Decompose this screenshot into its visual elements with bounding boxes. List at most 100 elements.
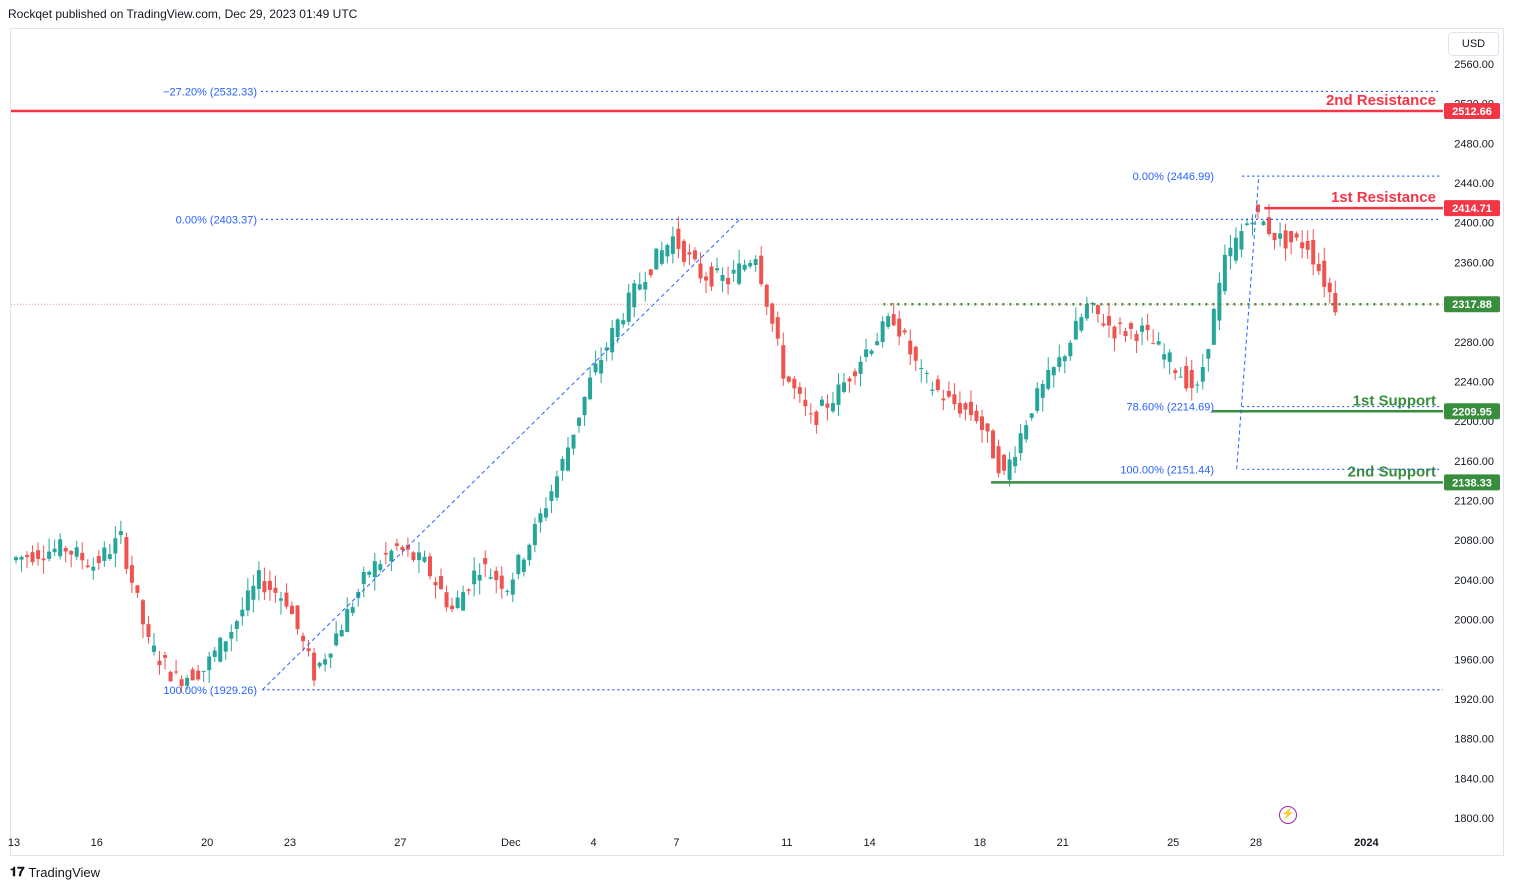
candle-up <box>715 268 720 271</box>
candle-up <box>1024 425 1029 440</box>
candle-up <box>1206 349 1211 359</box>
candle-up <box>599 359 604 374</box>
candle-down <box>1267 217 1272 234</box>
x-tick-label: 7 <box>673 837 679 849</box>
candle-down <box>1289 231 1294 243</box>
candle-down <box>290 605 294 615</box>
candle-up <box>218 637 223 662</box>
candle-up <box>566 447 570 471</box>
candle-down <box>411 552 416 560</box>
candle-up <box>1167 352 1172 362</box>
x-tick-label: 21 <box>1057 837 1069 849</box>
candle-down <box>704 276 708 281</box>
candle-down <box>963 403 968 410</box>
candle-down <box>124 537 129 569</box>
price-tag-label: 2512.66 <box>1452 106 1492 118</box>
candle-up <box>245 590 250 611</box>
candle-down <box>146 624 151 637</box>
y-tick-label: 2280.00 <box>1454 337 1494 349</box>
candle-up <box>52 548 57 553</box>
candle-down <box>676 228 681 249</box>
candle-down <box>444 592 449 608</box>
candle-up <box>1195 384 1200 386</box>
candle-up <box>102 547 107 561</box>
candle-up <box>367 571 372 575</box>
candle-up <box>737 263 742 284</box>
candle-up <box>593 363 598 373</box>
candle-down <box>405 544 410 550</box>
candle-down <box>129 565 134 583</box>
candle-down <box>781 345 786 379</box>
candle-up <box>91 566 96 571</box>
candle-down <box>687 252 692 255</box>
candle-up <box>278 598 283 601</box>
y-tick-label: 2040.00 <box>1454 575 1494 587</box>
candle-down <box>25 555 30 558</box>
candle-up <box>1278 233 1283 239</box>
tradingview-logo-icon: 𝟏𝟕 <box>10 864 25 879</box>
candle-up <box>505 590 510 592</box>
candle-down <box>759 255 764 285</box>
candle-down <box>1118 322 1122 324</box>
candle-up <box>422 556 427 562</box>
candle-down <box>69 551 74 555</box>
candle-down <box>1173 370 1178 374</box>
candle-down <box>891 314 896 326</box>
candle-down <box>792 378 797 389</box>
replay-icon[interactable]: ⚡ <box>1279 806 1297 824</box>
candle-up <box>229 631 234 639</box>
candle-up <box>549 491 554 502</box>
y-tick-label: 2440.00 <box>1454 178 1494 190</box>
candle-down <box>1327 282 1332 293</box>
level-name-label: 2nd Resistance <box>1326 92 1436 109</box>
candle-down <box>952 394 957 405</box>
candle-up <box>152 645 156 652</box>
candle-down <box>825 403 830 408</box>
x-tick-label: 14 <box>863 837 875 849</box>
candle-up <box>1051 367 1056 376</box>
candle-down <box>1129 323 1134 329</box>
candle-down <box>985 423 990 432</box>
current-price-tag <box>1444 296 1500 313</box>
candle-up <box>554 476 559 498</box>
candle-down <box>196 670 201 680</box>
candle-down <box>494 570 499 581</box>
currency-button[interactable]: USD <box>1448 32 1499 56</box>
candle-up <box>830 403 835 412</box>
candle-down <box>814 411 819 426</box>
candle-up <box>107 554 112 559</box>
candle-up <box>632 283 637 308</box>
y-tick-label: 2560.00 <box>1454 59 1494 71</box>
candle-up <box>74 547 79 557</box>
y-tick-label: 2000.00 <box>1454 615 1494 627</box>
y-tick-label: 2080.00 <box>1454 535 1494 547</box>
candle-up <box>1261 221 1266 226</box>
x-tick-label: 13 <box>8 837 20 849</box>
y-tick-label: 1840.00 <box>1454 773 1494 785</box>
candle-up <box>350 607 355 613</box>
candle-up <box>317 662 322 667</box>
candle-up <box>615 319 620 337</box>
candle-up <box>1084 303 1089 319</box>
candle-up <box>207 656 212 671</box>
candle-up <box>1013 456 1018 467</box>
candle-down <box>1134 334 1139 342</box>
candle-up <box>875 341 880 346</box>
candle-up <box>654 248 659 270</box>
x-tick-label: 18 <box>974 837 986 849</box>
candle-up <box>19 556 24 560</box>
candle-down <box>797 387 802 394</box>
candle-up <box>665 245 670 257</box>
candle-up <box>560 458 565 471</box>
x-tick-label: 27 <box>394 837 406 849</box>
candle-up <box>58 539 63 557</box>
candle-down <box>957 402 962 414</box>
candle-up <box>461 592 466 611</box>
candle-down <box>935 379 940 391</box>
price-tag <box>1444 102 1500 119</box>
candle-up <box>731 269 736 274</box>
candle-up <box>345 609 350 632</box>
candle-down <box>140 600 145 625</box>
candle-down <box>698 263 703 279</box>
